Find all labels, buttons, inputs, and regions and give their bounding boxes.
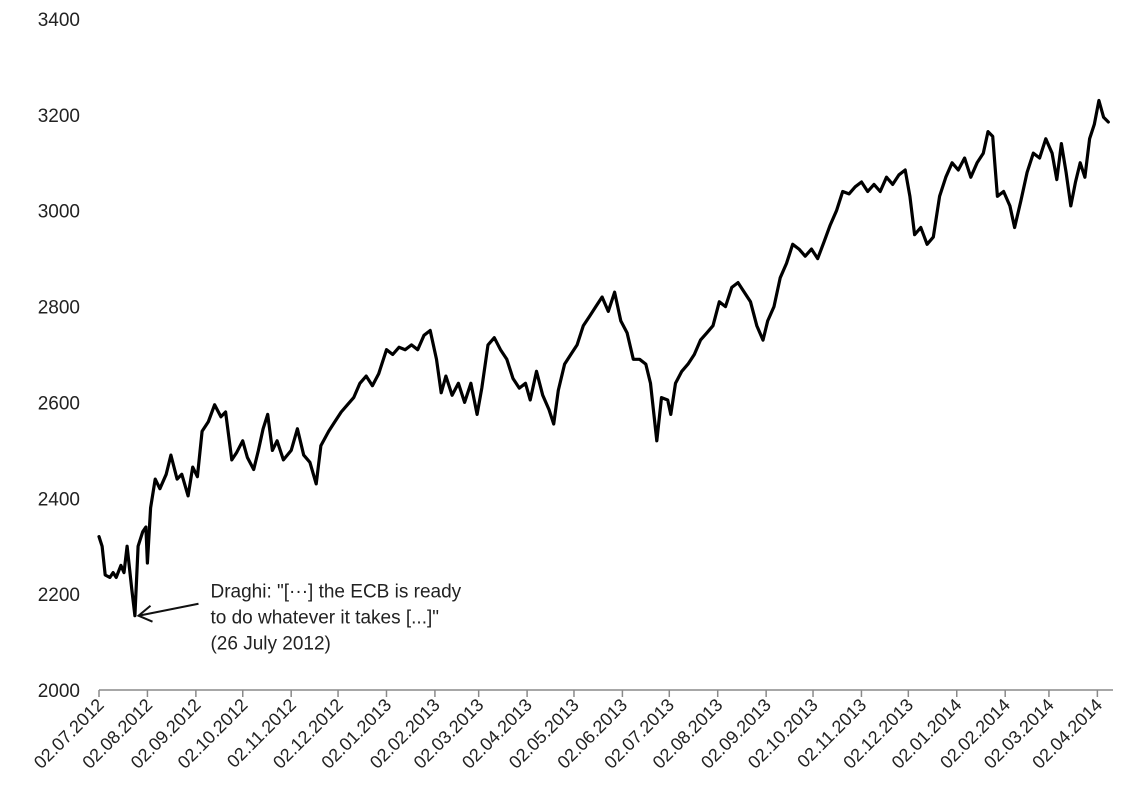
- annotation-text-line: to do whatever it takes [...]": [210, 608, 439, 629]
- y-tick-label: 2000: [38, 681, 80, 702]
- annotation: Draghi: "[···] the ECB is ready to do wha…: [136, 582, 462, 655]
- y-tick-label: 2600: [38, 393, 80, 414]
- y-tick-label: 2200: [38, 585, 80, 606]
- annotation-text-line: Draghi: "[···] the ECB is ready: [210, 582, 461, 603]
- y-tick-label: 3400: [38, 10, 80, 31]
- x-axis-ticks: [98, 690, 1099, 697]
- series-line: [97, 98, 1110, 618]
- y-axis-labels: 2000 2200 2400 2600 2800 3000 3200 3400: [38, 10, 80, 702]
- annotation-text: Draghi: "[···] the ECB is ready to do wha…: [210, 582, 461, 655]
- y-tick-label: 2800: [38, 298, 80, 319]
- annotation-text-line: (26 July 2012): [210, 634, 330, 655]
- y-tick-label: 3000: [38, 202, 80, 223]
- x-axis-labels: 02.07.201202.08.201202.09.201202.10.2012…: [30, 695, 1106, 773]
- y-tick-label: 2400: [38, 489, 80, 510]
- annotation-arrow-head: [136, 604, 153, 623]
- annotation-arrow: [138, 602, 199, 617]
- y-tick-label: 3200: [38, 106, 80, 127]
